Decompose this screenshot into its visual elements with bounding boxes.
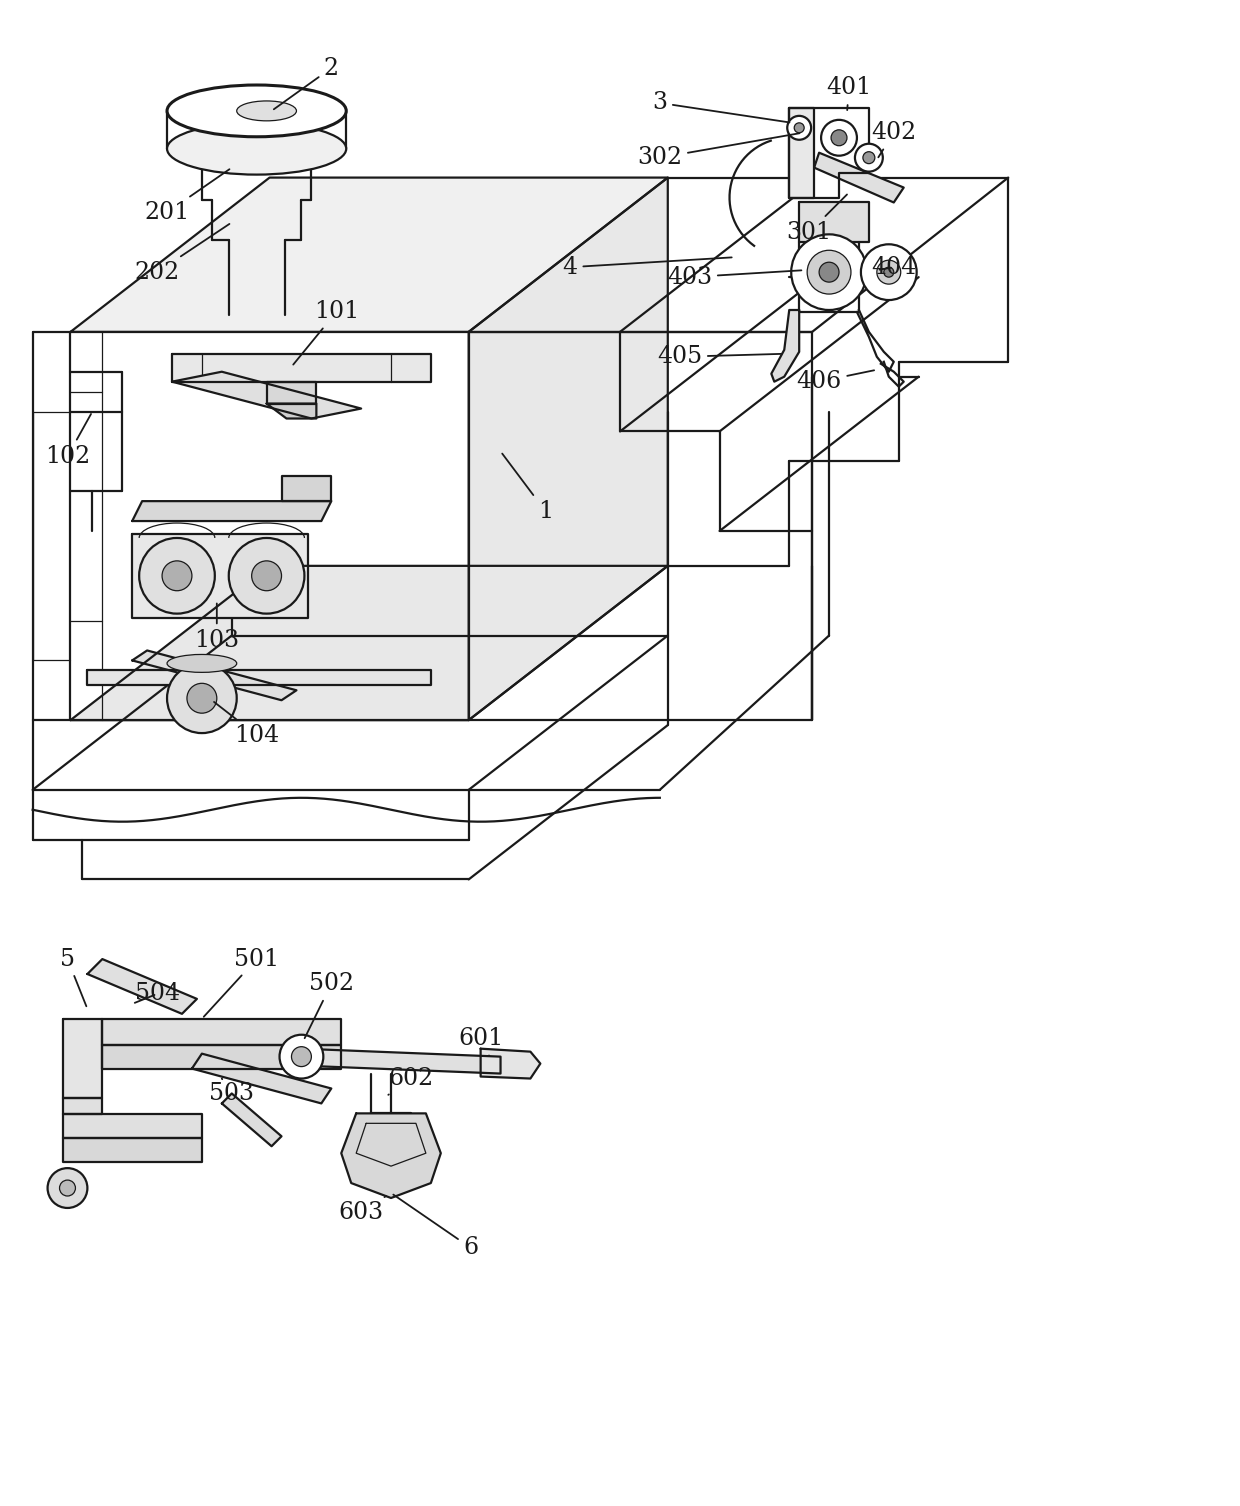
Text: 101: 101 (293, 301, 358, 364)
Ellipse shape (237, 101, 296, 120)
Text: 406: 406 (796, 370, 874, 393)
Polygon shape (71, 566, 668, 720)
Polygon shape (103, 1045, 341, 1069)
Circle shape (877, 261, 900, 285)
Circle shape (228, 538, 305, 613)
Circle shape (47, 1169, 87, 1208)
Polygon shape (103, 1018, 341, 1045)
Circle shape (821, 120, 857, 155)
Ellipse shape (167, 655, 237, 672)
Text: 302: 302 (637, 133, 800, 169)
Polygon shape (815, 152, 904, 202)
Polygon shape (133, 651, 296, 700)
Text: 504: 504 (134, 982, 180, 1006)
Circle shape (139, 538, 215, 613)
Polygon shape (789, 108, 815, 197)
Text: 2: 2 (274, 57, 339, 110)
Polygon shape (62, 1098, 103, 1114)
Circle shape (291, 1047, 311, 1066)
Text: 403: 403 (667, 265, 801, 289)
Text: 1: 1 (502, 453, 553, 523)
Text: 301: 301 (786, 194, 847, 244)
Polygon shape (172, 372, 361, 419)
Polygon shape (133, 535, 309, 617)
Text: 402: 402 (872, 122, 916, 157)
Polygon shape (481, 1048, 541, 1078)
Text: 103: 103 (195, 604, 239, 652)
Ellipse shape (167, 123, 346, 175)
Text: 401: 401 (826, 77, 872, 110)
Text: 102: 102 (45, 414, 91, 468)
Polygon shape (87, 670, 430, 685)
Circle shape (279, 1035, 324, 1078)
Circle shape (820, 262, 839, 282)
Polygon shape (62, 1139, 202, 1163)
Polygon shape (267, 404, 316, 419)
Polygon shape (71, 178, 668, 331)
Circle shape (787, 116, 811, 140)
Polygon shape (267, 381, 316, 404)
Polygon shape (800, 202, 869, 242)
Polygon shape (301, 1048, 501, 1074)
Polygon shape (469, 178, 668, 720)
Circle shape (863, 152, 875, 164)
Circle shape (60, 1181, 76, 1196)
Text: 602: 602 (388, 1068, 434, 1095)
Circle shape (794, 123, 805, 133)
Circle shape (162, 560, 192, 590)
Circle shape (187, 684, 217, 714)
Circle shape (791, 235, 867, 310)
Polygon shape (192, 1054, 331, 1104)
Ellipse shape (167, 84, 346, 137)
Polygon shape (789, 108, 869, 197)
Polygon shape (133, 501, 331, 521)
Text: 201: 201 (144, 169, 229, 224)
Circle shape (861, 244, 916, 300)
Text: 202: 202 (134, 224, 229, 283)
Polygon shape (62, 1114, 202, 1139)
Text: 603: 603 (339, 1196, 386, 1224)
Polygon shape (87, 959, 197, 1014)
Text: 405: 405 (657, 345, 781, 369)
Circle shape (807, 250, 851, 294)
Polygon shape (62, 1018, 103, 1098)
Circle shape (884, 267, 894, 277)
Polygon shape (71, 331, 469, 720)
Text: 4: 4 (563, 256, 732, 279)
Circle shape (854, 143, 883, 172)
Text: 502: 502 (305, 973, 353, 1038)
Circle shape (167, 664, 237, 733)
Text: 5: 5 (60, 947, 87, 1006)
Text: 503: 503 (210, 1078, 254, 1105)
Text: 501: 501 (203, 947, 279, 1017)
Text: 104: 104 (215, 702, 279, 747)
Polygon shape (222, 1093, 281, 1146)
Text: 6: 6 (393, 1194, 479, 1259)
Text: 404: 404 (872, 256, 916, 279)
Polygon shape (341, 1113, 440, 1197)
Text: 601: 601 (458, 1027, 503, 1056)
Circle shape (252, 560, 281, 590)
Polygon shape (771, 310, 800, 381)
Circle shape (831, 130, 847, 146)
Polygon shape (281, 476, 331, 501)
Polygon shape (172, 354, 430, 381)
Text: 3: 3 (652, 92, 790, 122)
